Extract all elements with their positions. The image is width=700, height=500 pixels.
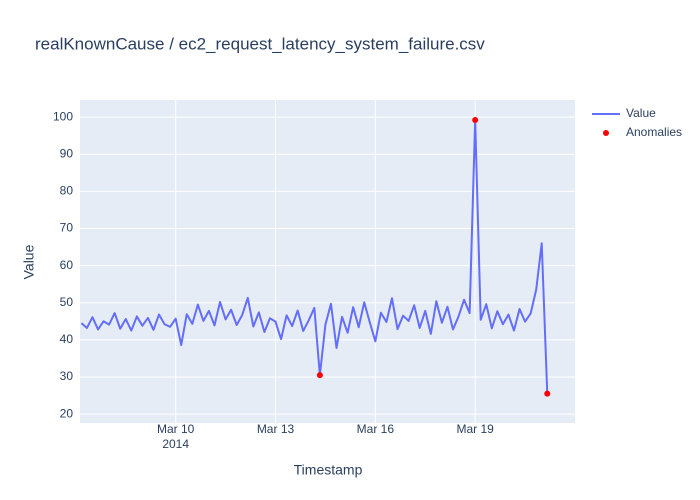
y-tick-label: 90 bbox=[60, 146, 74, 160]
value-line bbox=[80, 119, 549, 394]
x-tick-label: Mar 13 bbox=[257, 422, 295, 436]
x-tick-label: Mar 19 bbox=[456, 422, 494, 436]
y-tick-label: 30 bbox=[60, 369, 74, 383]
legend: Value Anomalies bbox=[592, 106, 682, 139]
chart-title: realKnownCause / ec2_request_latency_sys… bbox=[35, 34, 485, 53]
y-tick-label: 50 bbox=[60, 295, 74, 309]
anomaly-point bbox=[316, 372, 323, 379]
anomaly-point bbox=[472, 117, 479, 124]
anomaly-point bbox=[544, 390, 551, 397]
y-tick-label: 70 bbox=[60, 221, 74, 235]
x-axis-title: Timestamp bbox=[294, 462, 363, 478]
y-tick-label: 40 bbox=[60, 332, 74, 346]
y-tick-label: 100 bbox=[53, 109, 73, 123]
marks bbox=[80, 117, 551, 397]
legend-label: Value bbox=[626, 106, 656, 120]
legend-marker bbox=[603, 130, 609, 136]
x-tick-label: Mar 10 bbox=[157, 422, 195, 436]
y-axis-title: Value bbox=[21, 244, 37, 279]
y-tick-label: 20 bbox=[60, 406, 74, 420]
plot-area bbox=[80, 100, 575, 423]
x-tick-label: Mar 16 bbox=[357, 422, 395, 436]
legend-label: Anomalies bbox=[626, 125, 682, 139]
y-tick-label: 80 bbox=[60, 184, 74, 198]
y-tick-label: 60 bbox=[60, 258, 74, 272]
x-tick-sublabel: 2014 bbox=[162, 437, 189, 451]
